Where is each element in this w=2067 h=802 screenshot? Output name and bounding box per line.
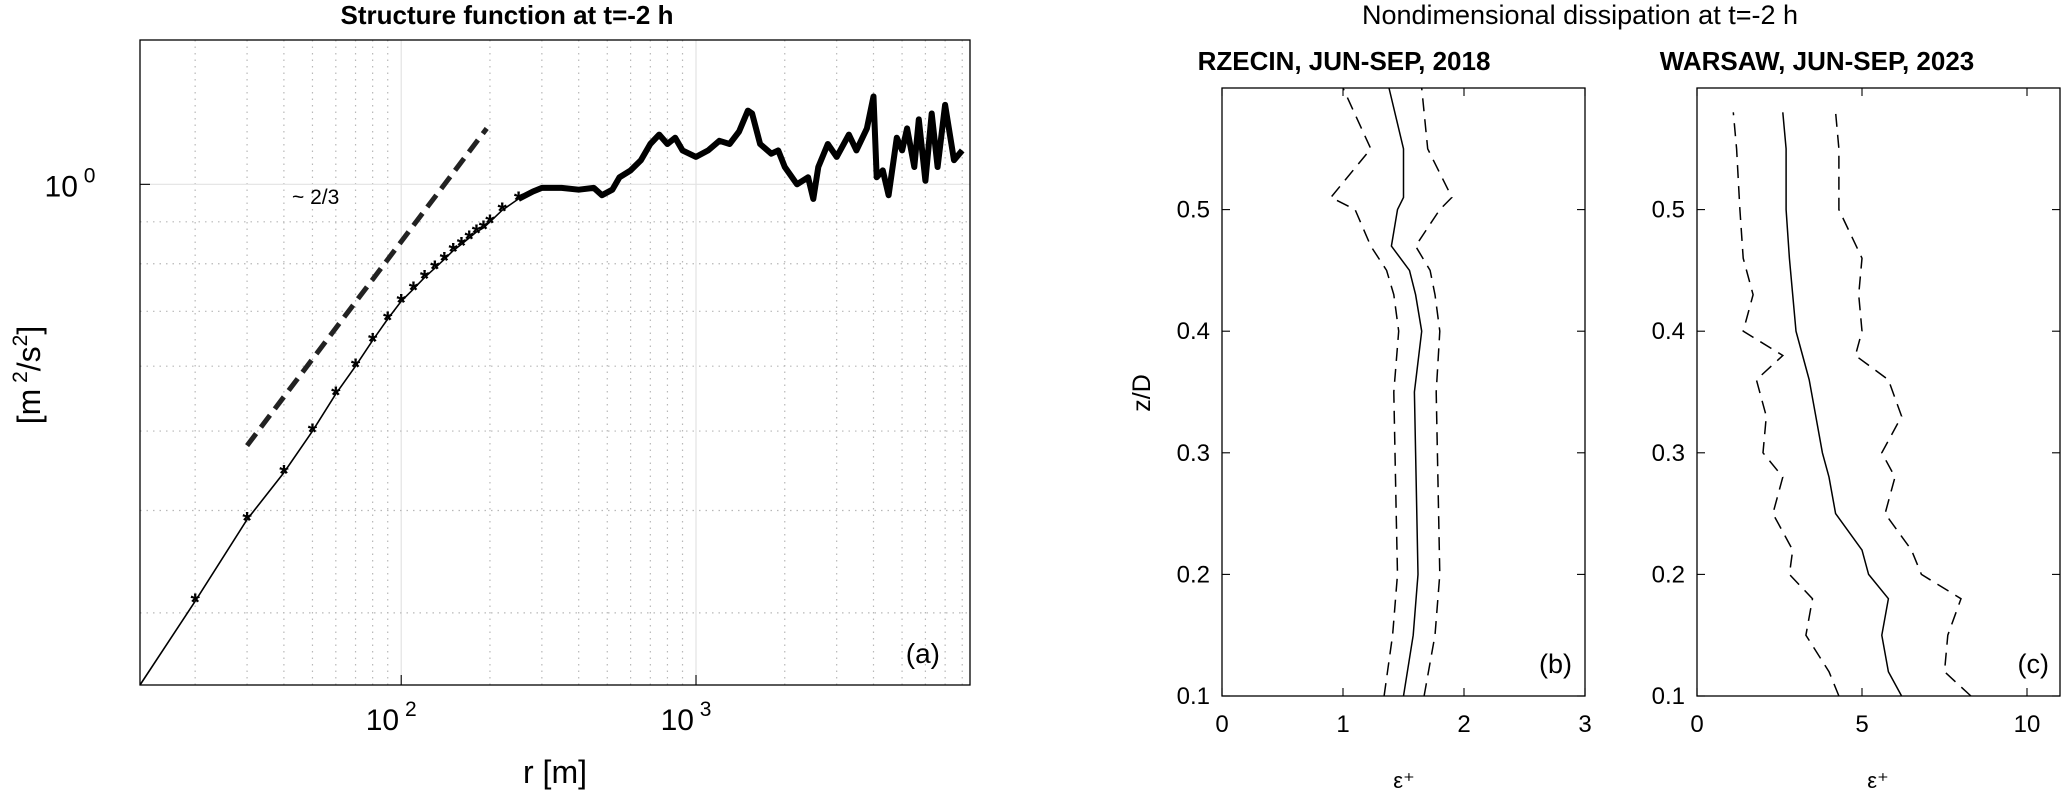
- panel-a-label: (a): [906, 638, 940, 669]
- panel-b-ytick-label: 0.3: [1177, 440, 1210, 467]
- panel-c-xtick-label: 0: [1690, 711, 1703, 738]
- panel-b-series: [1329, 87, 1453, 697]
- panel-a-slope-label: ~ 2/3: [292, 186, 339, 209]
- panel-a-marker: *: [190, 589, 200, 616]
- panel-a-xtick-label: 10 2: [366, 698, 417, 737]
- panel-b-ytick-label: 0.4: [1177, 318, 1210, 345]
- panel-a-grid: [140, 40, 970, 685]
- panel-b-title: RZECIN, JUN-SEP, 2018: [1198, 46, 1491, 76]
- panel-a-markers: ********* * * * * ****** * *: [190, 187, 523, 616]
- panel-c-series-1: [1732, 112, 1840, 697]
- panel-c: WARSAW, JUN-SEP, 2023 0 5 10 0.1 0.2 0.3 0.4 0.…: [1652, 46, 2061, 793]
- panel-b-xtick-label: 2: [1457, 711, 1470, 738]
- panel-a-marker: *: [479, 216, 489, 243]
- panel-a-ticks: 10 2 10 3 10 0: [45, 164, 712, 737]
- panel-a-marker: *: [497, 198, 507, 225]
- panel-b-ytick-label: 0.2: [1177, 561, 1210, 588]
- panel-c-xtick-label: 10: [2014, 711, 2041, 738]
- panel-a-marker: *: [397, 289, 407, 316]
- panel-a-marker: *: [308, 419, 318, 446]
- panel-c-ytick-label: 0.2: [1652, 561, 1685, 588]
- panel-a-marker: *: [331, 382, 341, 409]
- panel-b-xtick-label: 1: [1336, 711, 1349, 738]
- panel-c-series-0: [1782, 112, 1903, 697]
- panel-a-marker: *: [242, 508, 252, 535]
- panel-c-ytick-label: 0.3: [1652, 440, 1685, 467]
- panel-a-marker: *: [472, 220, 482, 247]
- panel-c-title: WARSAW, JUN-SEP, 2023: [1660, 46, 1975, 76]
- panel-c-series-2: [1834, 112, 1972, 697]
- panel-b-xtick-label: 0: [1215, 711, 1228, 738]
- panel-a-marker: *: [368, 328, 378, 355]
- panel-a-marker: *: [457, 232, 467, 259]
- panel-b-xtick-label: 3: [1578, 711, 1591, 738]
- panel-b-label: (b): [1539, 649, 1572, 679]
- panel-a-title: Structure function at t=-2 h: [341, 0, 674, 30]
- panel-b-series-2: [1414, 87, 1453, 697]
- panel-a-marker: *: [409, 277, 419, 304]
- panel-b-series-0: [1388, 87, 1423, 697]
- panel-a-ytick-label: 10 0: [45, 164, 96, 203]
- panel-a-marker: *: [383, 307, 393, 334]
- panel-a-marker: *: [430, 256, 440, 283]
- panel-b: RZECIN, JUN-SEP, 2018 0 1 2 3 0.1 0.2 0.3 0.4 0.…: [1128, 46, 1592, 793]
- panel-a-xtick-label: 10 3: [661, 698, 712, 737]
- panel-c-ytick-label: 0.4: [1652, 318, 1685, 345]
- panel-a-marker: *: [440, 247, 450, 274]
- panel-a-marker: *: [514, 187, 524, 214]
- panel-b-ylabel: z/D: [1128, 374, 1156, 412]
- panel-a-xlabel: r [m]: [523, 754, 587, 790]
- panel-c-ytick-label: 0.1: [1652, 683, 1685, 710]
- panel-a-marker: *: [420, 265, 430, 292]
- panel-a-slope-line: [245, 126, 489, 448]
- panel-b-ticks: 0 1 2 3 0.1 0.2 0.3 0.4 0.5: [1177, 88, 1592, 738]
- panel-c-axes: [1696, 87, 2061, 697]
- panel-b-xlabel: ε⁺: [1393, 768, 1414, 793]
- panel-c-series: [1732, 112, 1972, 697]
- panel-c-ytick-label: 0.5: [1652, 197, 1685, 224]
- panels-bc-suptitle: Nondimensional dissipation at t=-2 h: [1362, 0, 1798, 30]
- panel-a-marker: *: [351, 354, 361, 381]
- panel-b-ytick-label: 0.5: [1177, 197, 1210, 224]
- panel-a-series-thick: [517, 93, 965, 202]
- panel-c-label: (c): [2018, 649, 2049, 679]
- panel-a: Structure function at t=-2 h ~ 2/3 *****…: [9, 0, 971, 790]
- panel-a-marker: *: [279, 461, 289, 488]
- panel-a-axes: [139, 39, 971, 686]
- panel-b-series-1: [1329, 87, 1400, 697]
- panel-a-marker: *: [464, 226, 474, 253]
- panel-c-xlabel: ε⁺: [1867, 768, 1888, 793]
- panel-a-marker: *: [448, 239, 458, 266]
- panel-b-ytick-label: 0.1: [1177, 683, 1210, 710]
- panel-c-ticks: 0 5 10 0.1 0.2 0.3 0.4 0.5: [1652, 88, 2060, 738]
- panel-c-xtick-label: 5: [1855, 711, 1868, 738]
- panel-a-marker: *: [485, 210, 495, 237]
